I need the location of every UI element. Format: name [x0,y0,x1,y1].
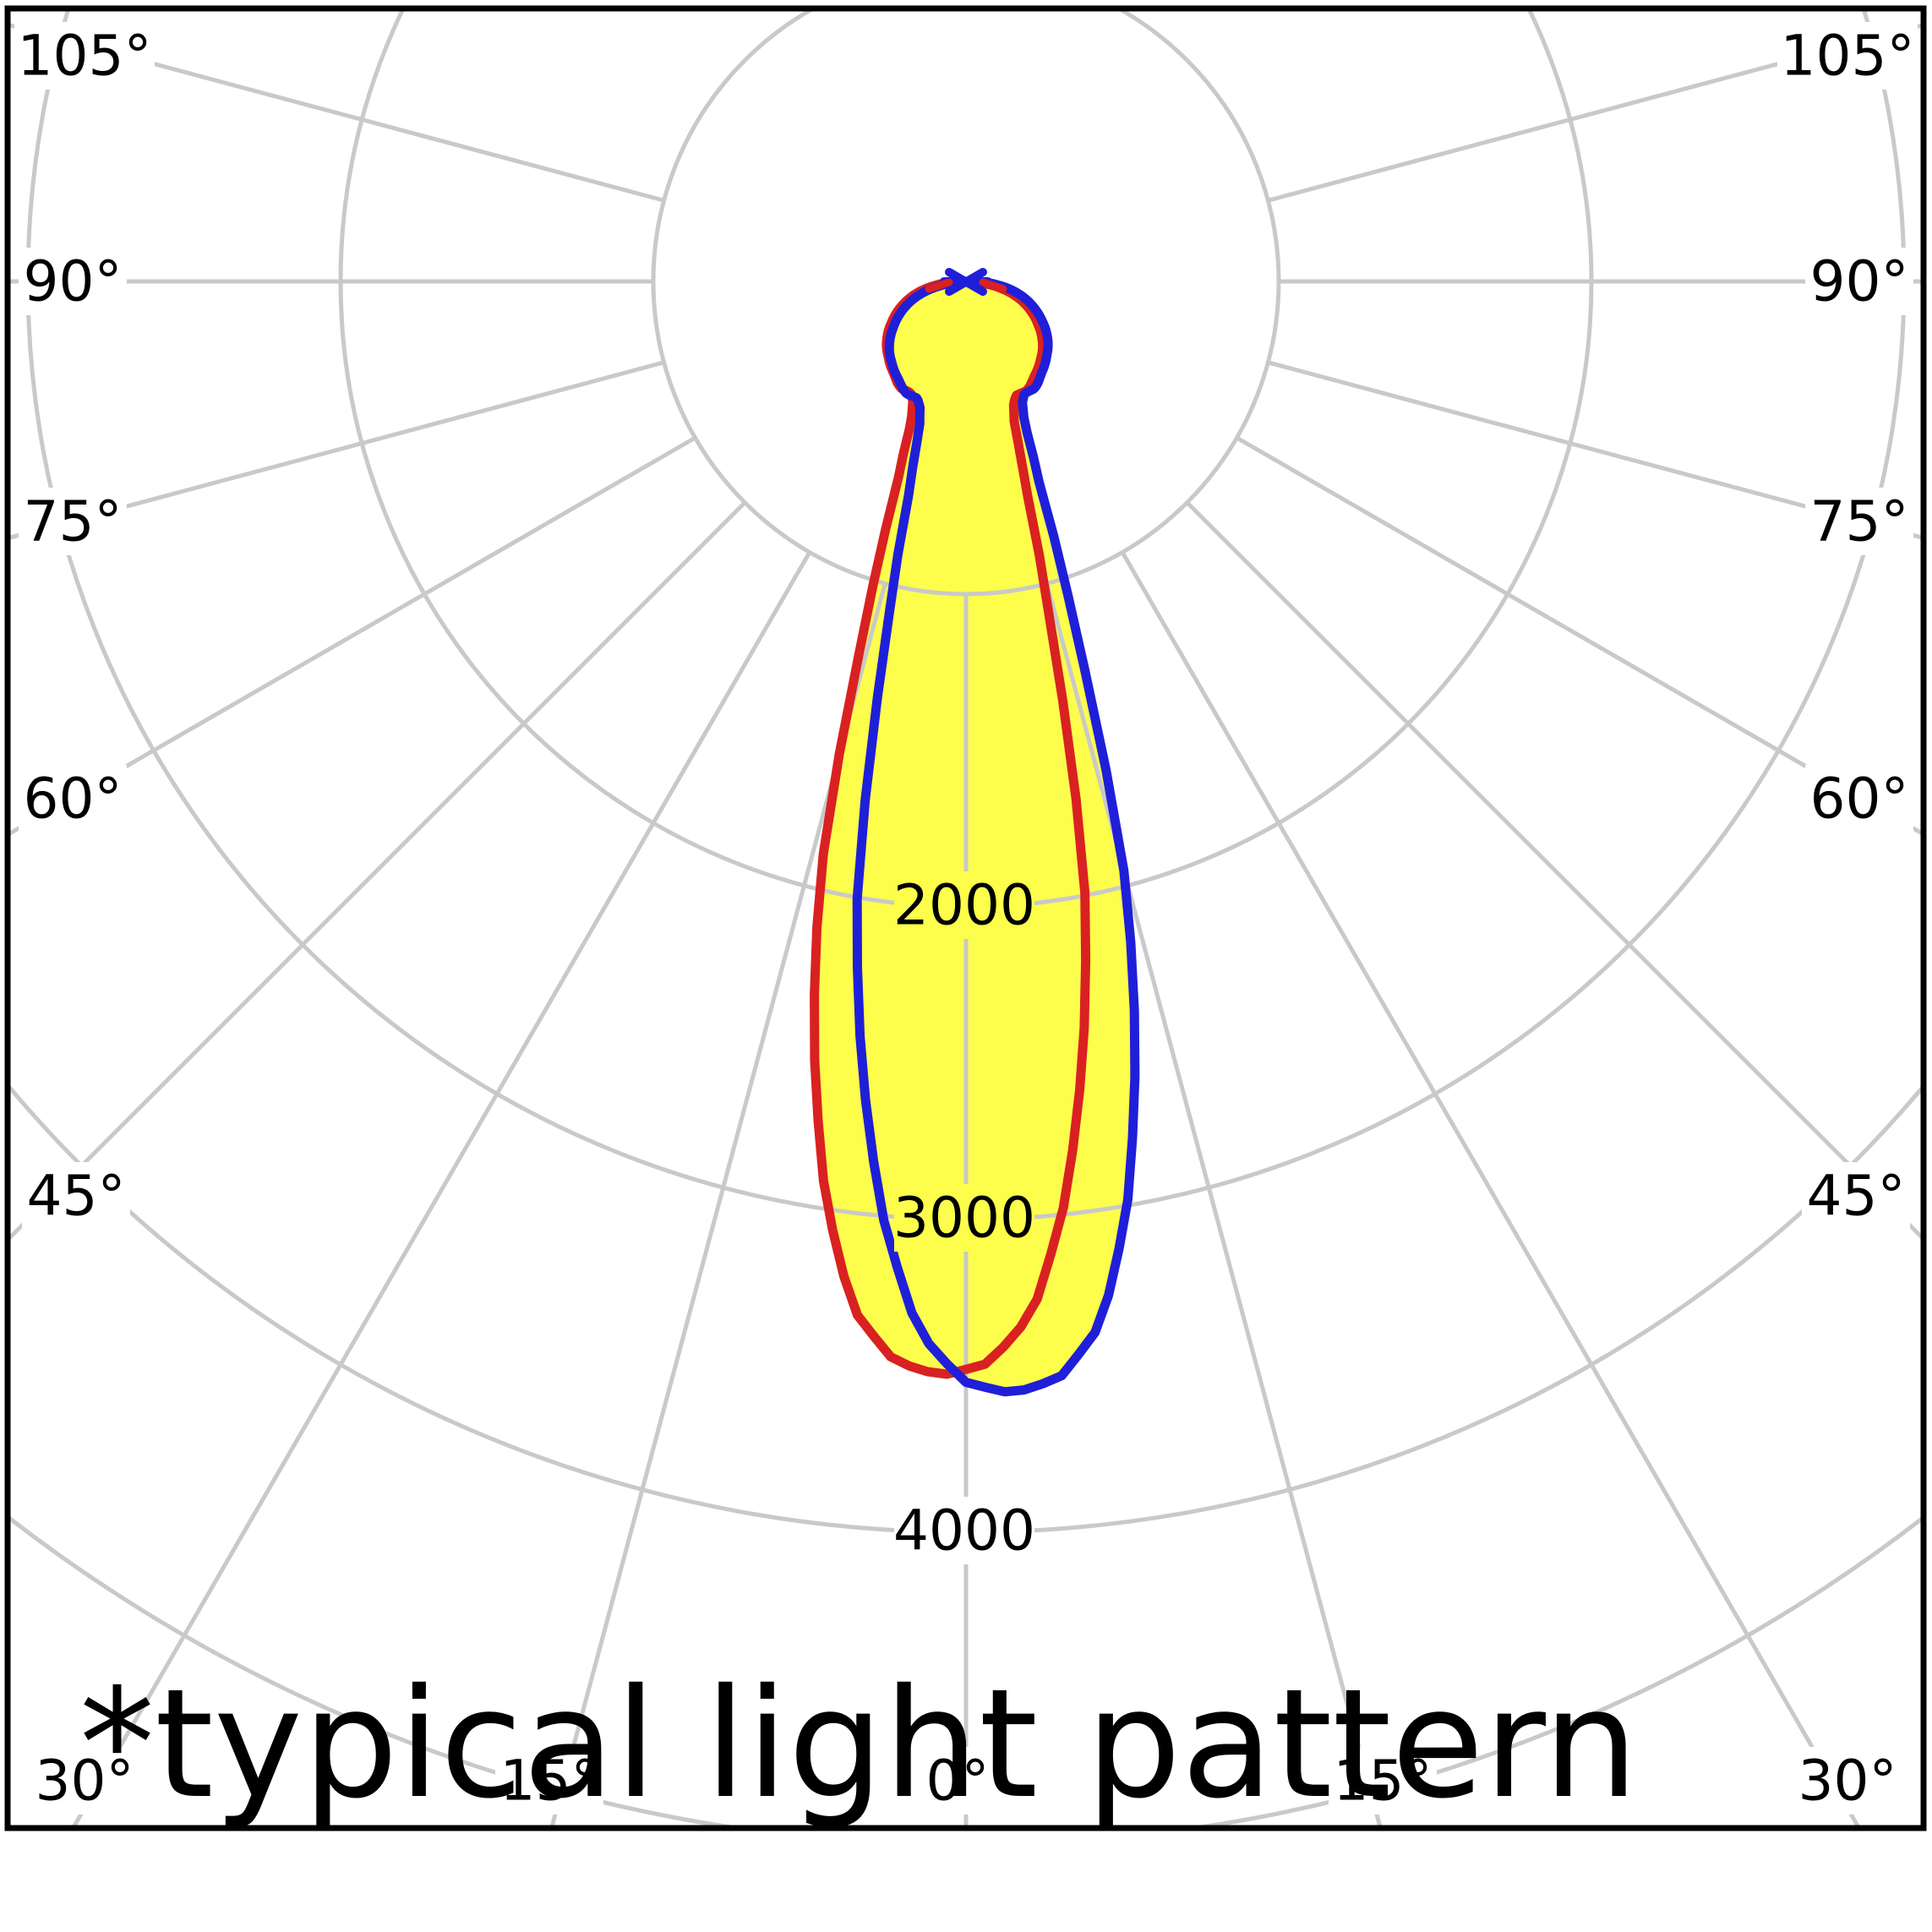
angle-tick-label-right-45deg-bg [1802,1162,1910,1230]
grid-ray--75deg [10,360,665,540]
angle-tick-label-right-105deg: 105° [1781,24,1915,89]
angle-tick-label-right-90deg-bg [1805,248,1913,315]
radial-tick-label-3000-bg [894,1184,1034,1252]
angle-tick-label-left-75deg: 75° [24,489,123,554]
grid-ray--45deg [10,500,747,1241]
angle-tick-label-left-60deg-bg [19,765,127,832]
angle-tick-label-left-30deg: 30° [35,1749,134,1814]
grid-ray--60deg [10,435,696,836]
angle-tick-label-right-90deg: 90° [1810,249,1909,314]
grid-ray-105deg [1267,23,1921,203]
angle-tick-label-left-75deg-bg [19,488,127,555]
radial-tick-label-4000-bg [894,1497,1034,1564]
radial-tick-label-3000: 3000 [893,1186,1035,1251]
curve-plane-2-blue [852,276,1140,1397]
angle-tick-label-center-0deg-bg [920,1747,996,1815]
angle-tick-label-left-90deg-bg [19,248,127,315]
angle-tick-label-right-105deg-bg [1777,22,1918,90]
tick-labels: 2000 3000 4000 105° 90° 75° 60° 45° 30° 15° 0° 15° 3… [14,22,1918,1815]
angle-tick-label-left-105deg: 105° [18,24,152,89]
caption: *typical light pattern [79,1656,1639,1831]
angle-tick-label-right-75deg: 75° [1810,489,1909,554]
angle-tick-label-right-30deg: 30° [1798,1749,1897,1814]
angle-tick-label-right-45deg: 45° [1807,1164,1906,1229]
angle-tick-label-right-15deg: 15° [1334,1749,1433,1814]
tip-marker-blue-x [945,268,987,296]
radial-tick-label-2000-bg [894,871,1034,939]
angle-tick-label-right-30deg-bg [1793,1747,1902,1815]
angle-tick-label-right-60deg: 60° [1810,767,1909,832]
grid-ray-45deg [1185,500,1921,1240]
intensity-curves [810,276,1140,1397]
angle-tick-label-left-45deg: 45° [27,1164,126,1229]
angle-tick-label-right-60deg-bg [1805,765,1913,832]
tip-marker-red-tick [979,278,1007,293]
angle-tick-label-center-0deg: 0° [926,1749,990,1814]
angle-tick-label-right-75deg-bg [1805,488,1913,555]
angle-tick-label-left-15deg: 15° [500,1749,599,1814]
tip-marker-red-tick [925,278,953,293]
grid-ray--105deg [10,23,665,203]
tip-marker [925,268,1007,296]
angle-tick-label-left-15deg-bg [495,1747,603,1815]
grid-ray-60deg [1236,435,1921,836]
angle-tick-label-left-105deg-bg [14,22,155,90]
angle-tick-label-right-15deg-bg [1329,1747,1437,1815]
angle-tick-label-left-45deg-bg [22,1162,130,1230]
grid-ray--15deg [549,582,887,1826]
plot-frame [4,5,1927,1831]
grid-ray-75deg [1267,360,1921,540]
angle-tick-label-left-30deg-bg [30,1747,139,1815]
radial-tick-label-2000: 2000 [893,873,1035,938]
radial-tick-label-4000: 4000 [893,1498,1035,1564]
angle-tick-label-left-60deg: 60° [24,767,123,832]
angle-tick-label-left-90deg: 90° [24,249,123,314]
